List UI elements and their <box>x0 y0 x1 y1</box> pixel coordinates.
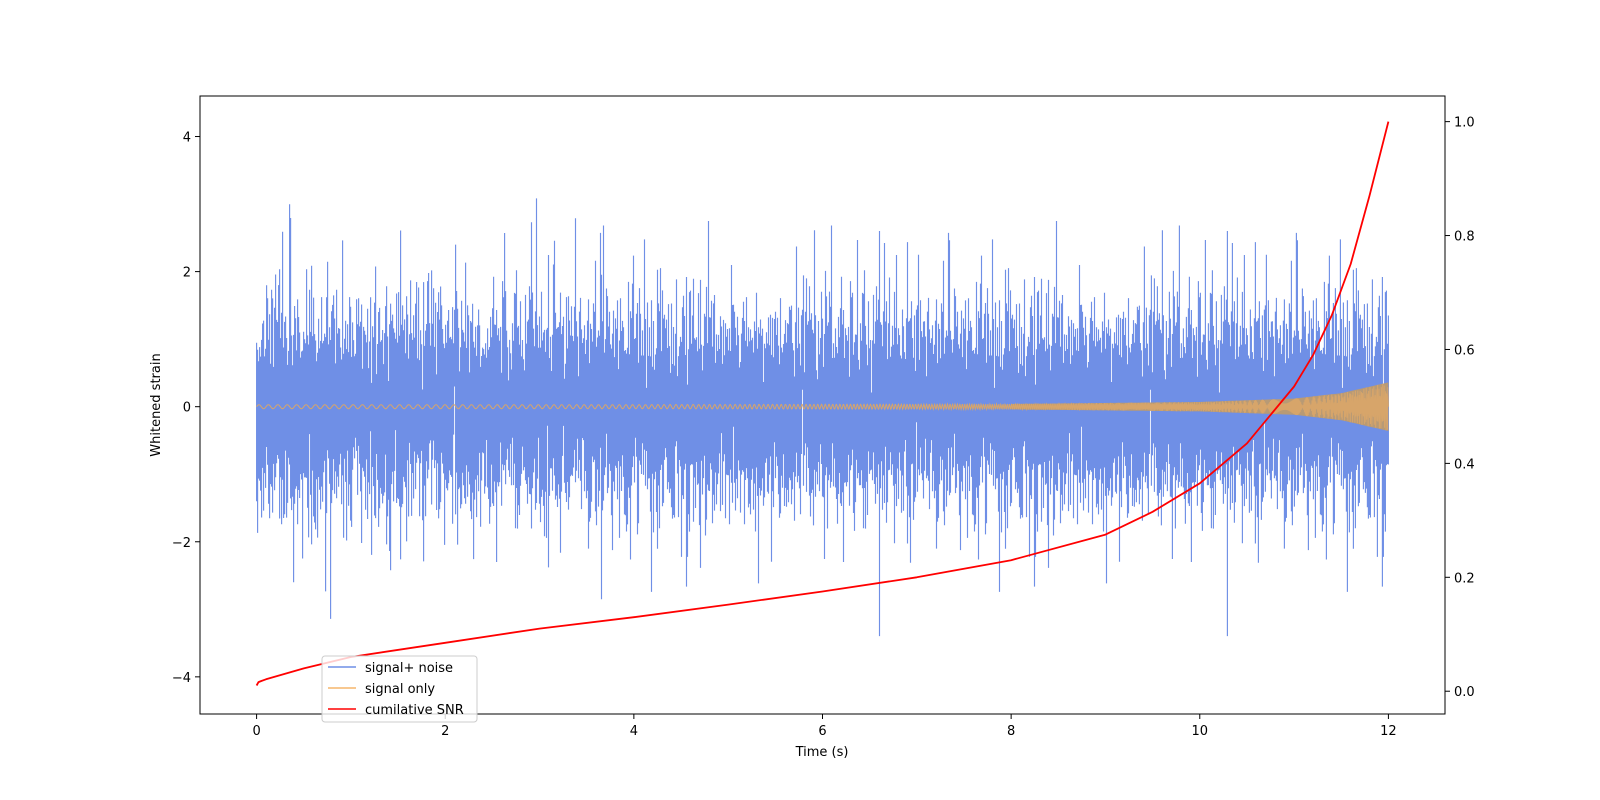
y-tick-label: −2 <box>172 536 191 551</box>
series-signal-noise <box>256 198 1389 637</box>
legend: signal+ noise signal only cumilative SNR <box>321 655 478 723</box>
y-tick-label: −4 <box>172 671 191 686</box>
y-right-tick-label: 0.0 <box>1454 685 1475 700</box>
series-cumulative-snr <box>255 121 1390 686</box>
y-right-tick-label: 0.2 <box>1454 571 1475 586</box>
x-tick-label: 10 <box>1191 724 1208 739</box>
y-axis-right: 0.0 0.2 0.4 0.6 0.8 1.0 <box>1445 116 1475 700</box>
y-tick-label: 4 <box>183 131 191 146</box>
legend-label-signal-noise: signal+ noise <box>365 661 453 676</box>
y-axis-label: Whitened strain <box>149 353 164 456</box>
y-right-tick-label: 1.0 <box>1454 116 1475 131</box>
legend-label-cumulative-snr: cumilative SNR <box>365 703 464 718</box>
y-axis-left: −4 −2 0 2 4 <box>172 131 200 686</box>
y-tick-label: 2 <box>183 266 191 281</box>
legend-label-signal-only: signal only <box>365 682 435 697</box>
y-right-tick-label: 0.6 <box>1454 343 1475 358</box>
y-right-tick-label: 0.4 <box>1454 457 1475 472</box>
x-tick-label: 6 <box>818 724 826 739</box>
y-tick-label: 0 <box>183 401 191 416</box>
y-right-tick-label: 0.8 <box>1454 230 1475 245</box>
x-axis-label: Time (s) <box>795 745 849 760</box>
x-tick-label: 4 <box>630 724 638 739</box>
x-tick-label: 12 <box>1380 724 1397 739</box>
x-tick-label: 0 <box>252 724 260 739</box>
legend-box <box>321 655 478 723</box>
plot-area <box>255 121 1390 686</box>
x-tick-label: 8 <box>1007 724 1015 739</box>
series-signal-only <box>256 383 1389 431</box>
x-tick-label: 2 <box>441 724 449 739</box>
